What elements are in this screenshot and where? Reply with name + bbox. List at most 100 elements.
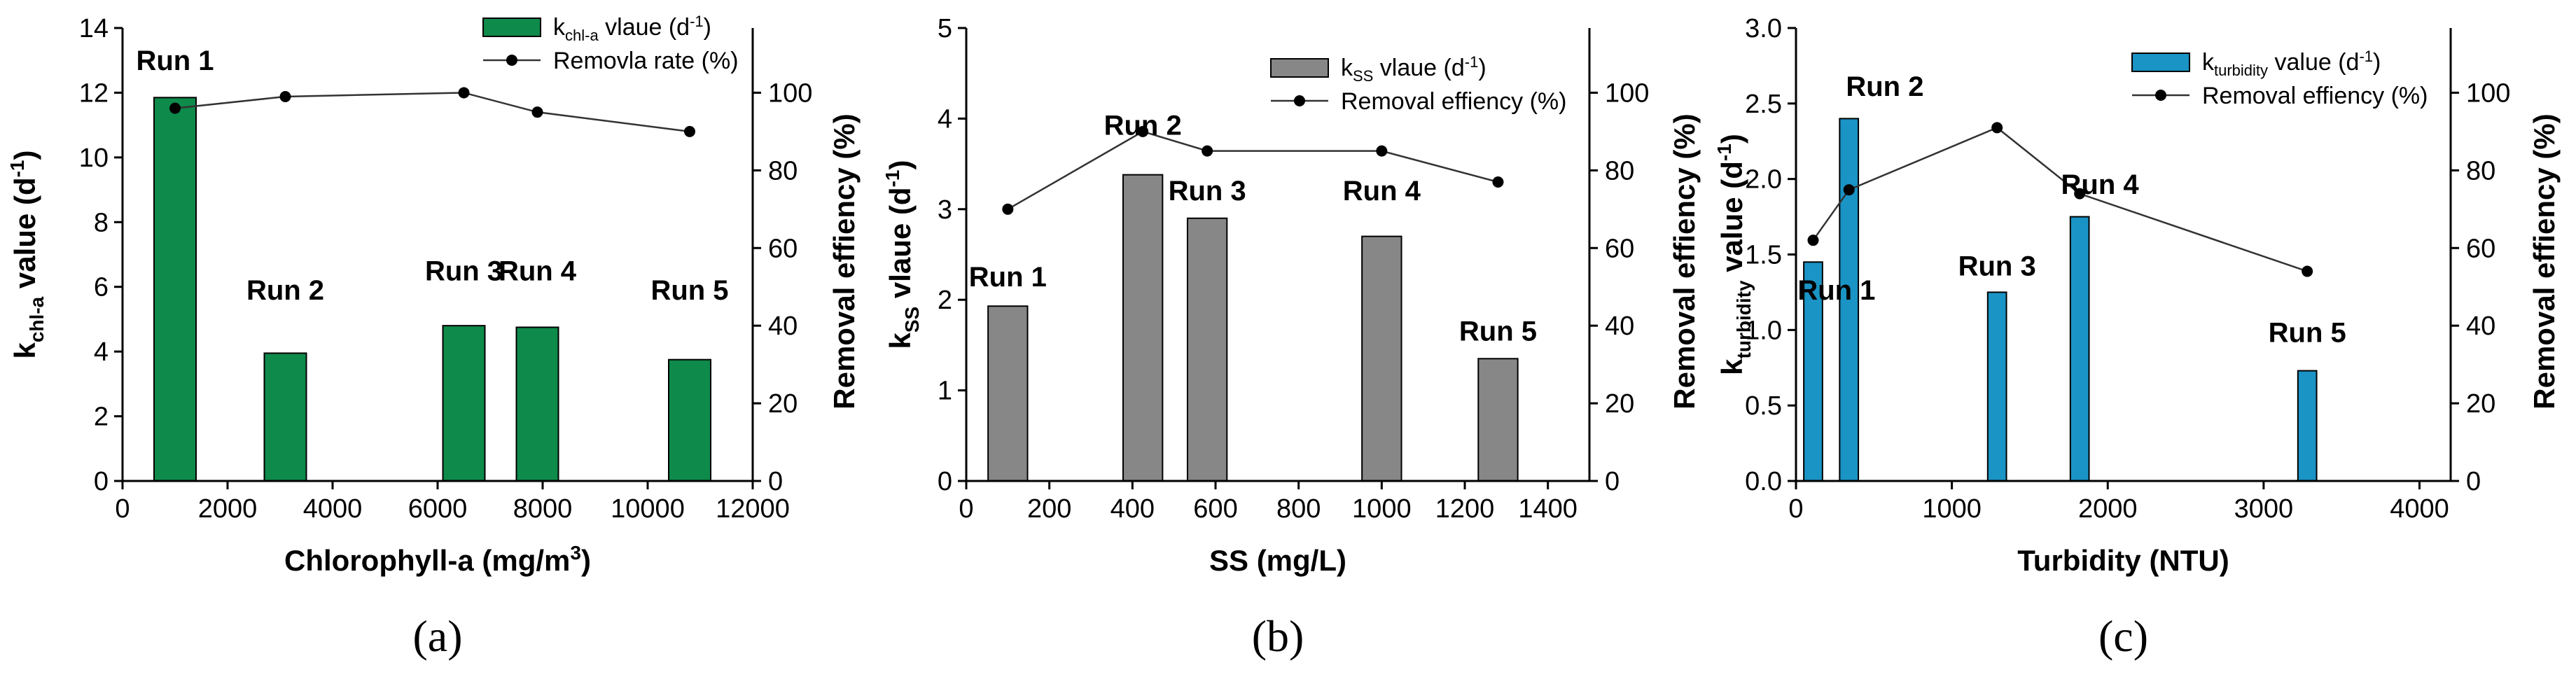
y2-tick-label-1: 20	[768, 389, 798, 419]
y2-tick-label-3: 60	[1605, 234, 1634, 263]
x-tick-label-3: 600	[1193, 494, 1237, 524]
x-tick-label-3: 6000	[408, 494, 468, 524]
run-label-5: Run 5	[1459, 316, 1537, 347]
y-tick-label-2: 4	[94, 337, 109, 367]
y2-axis-title: Removal effiency (%)	[2528, 113, 2561, 409]
y2-tick-label-2: 40	[2466, 312, 2495, 341]
y-tick-label-4: 2.0	[1745, 165, 1782, 195]
y2-tick-label-0: 0	[768, 467, 783, 496]
line-point-5	[684, 125, 695, 137]
legend-line-marker	[506, 55, 517, 66]
y2-tick-label-1: 20	[2466, 389, 2495, 419]
line-point-3	[1202, 145, 1213, 157]
bar-1	[1803, 261, 1823, 482]
y-tick-label-5: 5	[938, 14, 952, 43]
legend: kSS vlaue (d-1) Removal effiency (%)	[1270, 53, 1567, 115]
y2-tick-label-2: 40	[768, 312, 798, 341]
y2-tick-label-5: 100	[1605, 78, 1649, 108]
y-axis-title: kturbidity value (d-1)	[1713, 134, 1755, 375]
bar-3	[442, 325, 486, 482]
run-label-2: Run 2	[246, 275, 324, 306]
y-tick-label-4: 8	[94, 208, 109, 237]
line-point-3	[1991, 122, 2003, 134]
x-tick-label-4: 4000	[2390, 494, 2449, 524]
x-tick-label-5: 10000	[611, 494, 685, 524]
removal-line	[174, 92, 690, 133]
x-tick-label-1: 1000	[1922, 494, 1982, 524]
line-point-3	[458, 87, 470, 99]
x-axis-title: Chlorophyll-a (mg/m3)	[284, 542, 591, 577]
y-tick-label-7: 14	[79, 14, 109, 43]
y-tick-label-1: 0.5	[1745, 391, 1782, 421]
y-tick-label-4: 4	[938, 104, 952, 134]
line-point-4	[531, 106, 543, 118]
y2-tick-label-0: 0	[1605, 467, 1620, 496]
x-tick-label-1: 200	[1027, 494, 1071, 524]
y-tick-label-3: 6	[94, 273, 109, 302]
y-tick-label-0: 0	[94, 467, 109, 496]
x-axis-title: SS (mg/L)	[1209, 544, 1346, 577]
legend-bar-label: kchl-a vlaue (d-1)	[553, 13, 711, 44]
run-label-5: Run 5	[650, 275, 728, 306]
x-tick-label-0: 0	[1788, 494, 1803, 524]
run-label-1: Run 1	[1797, 275, 1875, 306]
panel-label: (a)	[412, 611, 462, 661]
y2-tick-label-1: 20	[1605, 389, 1634, 419]
x-tick-label-6: 1200	[1435, 494, 1495, 524]
bar-2	[1122, 174, 1164, 482]
legend-bar-swatch	[1270, 58, 1329, 78]
run-label-4: Run 4	[1343, 176, 1421, 207]
bar-3	[1186, 217, 1228, 482]
run-label-1: Run 1	[969, 262, 1047, 293]
x-tick-label-5: 1000	[1352, 494, 1412, 524]
line-point-5	[2302, 265, 2313, 277]
y2-axis-title: Removal effiency (%)	[1668, 113, 1701, 409]
run-label-4: Run 4	[499, 256, 577, 286]
line-point-4	[1376, 145, 1388, 157]
y-tick-label-6: 3.0	[1745, 14, 1782, 43]
y2-tick-label-5: 100	[2466, 78, 2510, 108]
bar-1	[987, 305, 1029, 482]
y-tick-label-1: 2	[94, 403, 109, 432]
legend-line-label: Removla rate (%)	[553, 48, 739, 74]
bar-1	[153, 97, 197, 482]
y-tick-label-3: 3	[938, 195, 952, 225]
x-tick-label-3: 3000	[2234, 494, 2294, 524]
x-tick-label-2: 4000	[303, 494, 363, 524]
legend-bar-label: kSS vlaue (d-1)	[1341, 53, 1487, 85]
y-tick-label-5: 2.5	[1745, 90, 1782, 119]
bar-3	[1986, 291, 2007, 482]
panel-label: (b)	[1252, 611, 1304, 661]
bar-4	[515, 326, 559, 482]
run-label-4: Run 4	[2061, 169, 2140, 200]
y-tick-label-2: 2	[938, 286, 952, 315]
bar-4	[2069, 216, 2090, 482]
y-tick-label-5: 10	[79, 144, 109, 173]
y2-tick-label-4: 80	[2466, 156, 2495, 186]
line-point-1	[1002, 203, 1014, 215]
legend: kturbidity value (d-1) Removal effiency (…	[2131, 48, 2428, 109]
removal-line	[1812, 126, 2308, 272]
x-axis-title: Turbidity (NTU)	[2017, 544, 2229, 577]
run-label-3: Run 3	[1958, 251, 2036, 282]
y2-tick-label-2: 40	[1605, 312, 1634, 341]
bar-2	[263, 352, 307, 482]
x-tick-label-1: 2000	[198, 494, 258, 524]
line-point-1	[1807, 235, 1819, 246]
x-tick-label-0: 0	[115, 494, 130, 524]
y-axis-title: kchl-a value (d-1)	[6, 150, 48, 358]
panel-label: (c)	[2098, 611, 2148, 661]
y2-tick-label-3: 60	[768, 234, 798, 263]
legend-bar-label: kturbidity value (d-1)	[2202, 48, 2381, 79]
run-label-5: Run 5	[2269, 318, 2346, 349]
legend-bar-swatch	[482, 18, 541, 37]
y-axis-title: kSS vlaue (d-1)	[882, 160, 923, 349]
x-tick-label-4: 8000	[513, 494, 573, 524]
y-tick-label-1: 1	[938, 377, 952, 406]
run-label-2: Run 2	[1846, 71, 1923, 102]
bar-5	[668, 358, 711, 482]
y-tick-label-6: 12	[79, 78, 109, 108]
legend-bar-swatch	[2131, 53, 2190, 72]
